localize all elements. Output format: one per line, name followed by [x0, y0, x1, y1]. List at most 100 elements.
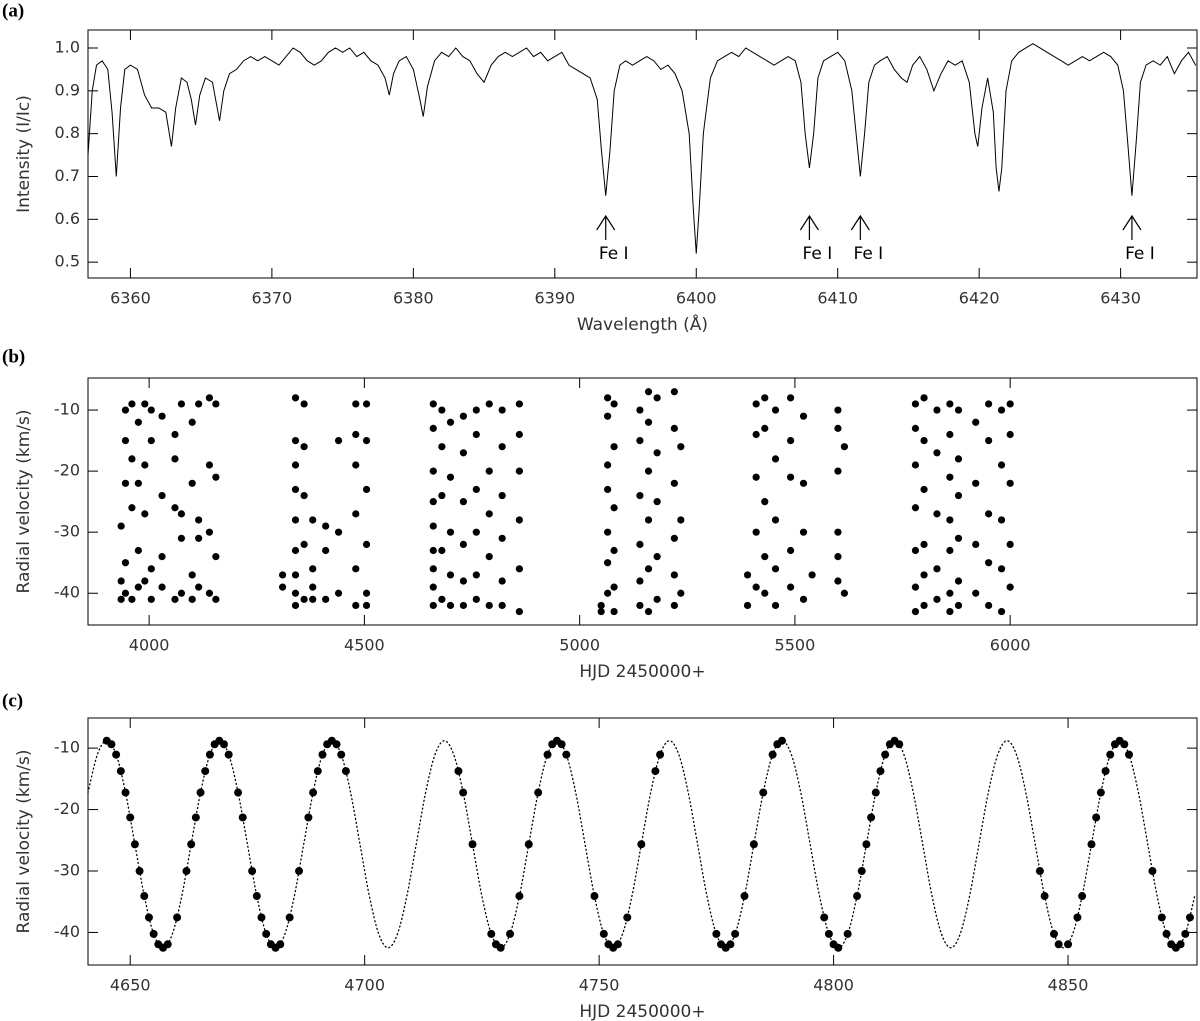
data-point — [972, 418, 980, 426]
data-point — [429, 467, 437, 475]
data-point — [309, 595, 317, 603]
data-point — [252, 892, 261, 901]
data-point — [954, 491, 963, 500]
data-point — [524, 840, 533, 849]
data-point — [834, 943, 843, 952]
data-point — [352, 601, 360, 610]
data-point — [262, 929, 271, 938]
data-point — [334, 589, 343, 597]
data-point — [195, 583, 203, 591]
data-point — [834, 406, 842, 414]
x-tick-label: 5500 — [775, 636, 816, 655]
data-point — [201, 767, 210, 776]
data-point — [1096, 788, 1105, 797]
data-point — [799, 528, 808, 536]
data-point — [677, 516, 685, 524]
data-point — [278, 583, 287, 591]
data-point — [352, 430, 360, 439]
data-point — [786, 394, 795, 402]
data-point — [636, 406, 644, 414]
data-point — [276, 940, 285, 949]
data-point — [362, 601, 371, 610]
data-point — [309, 583, 317, 591]
data-point — [933, 595, 941, 603]
data-point — [515, 430, 523, 439]
data-point — [653, 553, 661, 561]
data-point — [644, 388, 653, 396]
data-point — [761, 589, 769, 597]
data-point — [911, 546, 920, 555]
data-point — [459, 577, 468, 585]
data-point — [158, 491, 166, 500]
data-point — [1078, 892, 1087, 901]
data-point — [670, 534, 678, 542]
data-point — [1185, 913, 1194, 922]
data-point — [285, 913, 294, 922]
data-point — [1101, 767, 1110, 776]
data-point — [997, 516, 1006, 524]
data-point — [496, 943, 505, 952]
data-point — [610, 400, 618, 408]
data-point — [670, 479, 678, 487]
x-tick-label: 4650 — [110, 976, 151, 995]
data-point — [997, 565, 1006, 573]
data-point — [670, 601, 678, 610]
annotation: Fe I — [850, 214, 883, 264]
data-point — [562, 750, 571, 759]
data-point — [610, 607, 618, 616]
data-point — [820, 913, 829, 922]
data-point — [446, 571, 455, 579]
data-point — [459, 788, 468, 797]
data-point — [147, 565, 155, 573]
data-point — [182, 867, 191, 876]
data-point — [128, 400, 136, 408]
data-point — [1006, 479, 1014, 487]
data-point — [485, 601, 493, 610]
data-point — [911, 400, 920, 408]
data-point — [752, 400, 760, 408]
data-point — [1006, 400, 1014, 408]
data-point — [761, 498, 769, 506]
data-point — [141, 510, 149, 518]
data-point — [843, 929, 852, 938]
data-point — [313, 767, 322, 776]
data-point — [853, 892, 862, 901]
data-point — [644, 607, 653, 616]
data-point — [141, 461, 149, 469]
data-point — [117, 595, 125, 603]
data-point — [158, 553, 166, 561]
data-point — [604, 528, 612, 536]
x-tick-label: 6400 — [676, 289, 717, 308]
data-point — [610, 546, 618, 555]
data-point — [219, 740, 228, 749]
data-point — [636, 601, 644, 610]
data-point — [134, 583, 142, 591]
data-point — [498, 601, 506, 610]
data-point — [786, 436, 795, 445]
y-tick-label: -40 — [54, 922, 80, 941]
data-point — [1181, 929, 1190, 938]
data-point — [454, 767, 463, 776]
data-point — [322, 522, 330, 530]
data-point — [196, 788, 205, 797]
data-point — [997, 406, 1006, 414]
data-point — [834, 577, 842, 585]
data-point — [515, 892, 524, 901]
data-point — [506, 929, 515, 938]
data-point — [134, 418, 142, 426]
data-point — [985, 510, 993, 518]
annotation-arrowhead — [1122, 214, 1142, 231]
data-point — [134, 479, 142, 487]
data-point — [248, 867, 257, 876]
x-axis-label: HJD 2450000+ — [579, 1002, 705, 1021]
data-point — [446, 601, 455, 610]
y-axis-label: Intensity (I/Ic) — [14, 95, 34, 213]
data-point — [300, 443, 308, 451]
annotation-label: Fe I — [599, 244, 629, 264]
data-point — [1006, 430, 1014, 439]
data-point — [334, 528, 343, 536]
x-tick-label: 6410 — [817, 289, 858, 308]
data-point — [362, 400, 371, 408]
data-point — [318, 750, 327, 759]
data-point — [472, 571, 480, 579]
